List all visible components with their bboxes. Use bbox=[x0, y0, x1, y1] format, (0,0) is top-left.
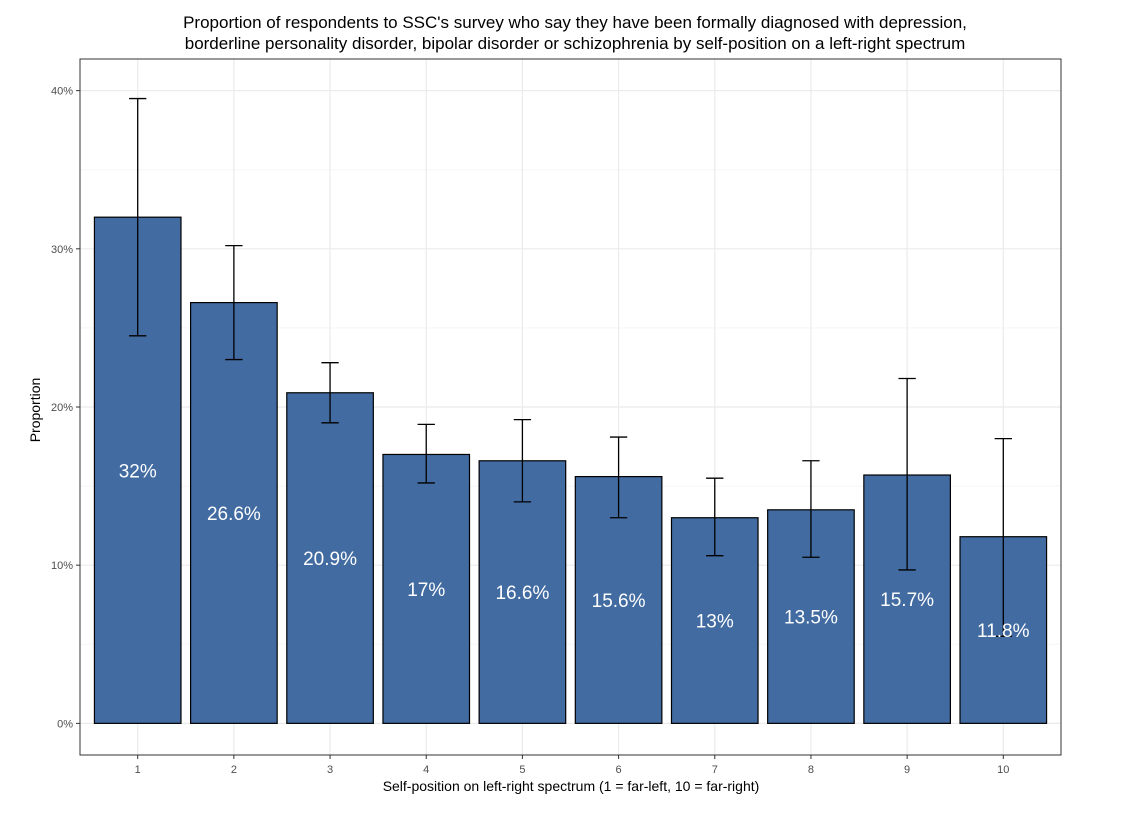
bar-value-labels: 32% 26.6% 20.9% 17% 16.6% 15.6% 13% 13.5% 15.7% 1… bbox=[119, 461, 1030, 642]
bar-value-label: 20.9% bbox=[303, 549, 357, 570]
x-tick-label: 4 bbox=[423, 764, 429, 776]
x-tick-label: 5 bbox=[519, 764, 525, 776]
bar-value-label: 13.5% bbox=[784, 608, 838, 629]
x-tick-label: 8 bbox=[808, 764, 814, 776]
bar bbox=[478, 460, 567, 724]
error-bar bbox=[513, 419, 532, 503]
y-tick-label: 10% bbox=[51, 560, 73, 572]
x-tick-label: 9 bbox=[904, 764, 910, 776]
bar-value-label: 13% bbox=[696, 612, 734, 633]
y-tick-label: 0% bbox=[57, 718, 73, 730]
bar bbox=[286, 392, 374, 724]
chart-title-line-1: Proportion of respondents to SSC's surve… bbox=[183, 13, 967, 32]
bar-value-label: 26.6% bbox=[207, 504, 261, 525]
error-bar bbox=[225, 245, 243, 361]
chart-title-line-2: borderline personality disorder, bipolar… bbox=[185, 34, 966, 53]
x-tick-label: 10 bbox=[997, 764, 1009, 776]
error-bar bbox=[609, 436, 628, 519]
x-tick-label: 7 bbox=[712, 764, 718, 776]
x-tick-label: 1 bbox=[135, 764, 141, 776]
x-axis: 1 2 3 4 5 6 7 8 9 10 bbox=[135, 755, 1009, 776]
y-tick-label: 20% bbox=[51, 402, 73, 414]
error-bars bbox=[129, 97, 1012, 638]
y-axis: 0% 10% 20% 30% 40% bbox=[51, 86, 80, 730]
error-bar bbox=[898, 377, 916, 571]
error-bar bbox=[129, 97, 147, 337]
bar bbox=[863, 474, 951, 724]
bar-value-label: 15.7% bbox=[880, 590, 934, 611]
bar-value-label: 16.6% bbox=[495, 583, 549, 604]
bar-value-label: 17% bbox=[407, 580, 445, 601]
bar-value-label: 32% bbox=[119, 461, 157, 482]
y-tick-label: 40% bbox=[51, 86, 73, 98]
x-tick-label: 6 bbox=[616, 764, 622, 776]
bar bbox=[190, 302, 278, 724]
y-tick-label: 30% bbox=[51, 244, 73, 256]
error-bar bbox=[706, 477, 724, 557]
error-bar bbox=[802, 460, 820, 558]
bar-value-label: 11.8% bbox=[977, 621, 1030, 642]
x-tick-label: 3 bbox=[327, 764, 333, 776]
x-axis-title: Self-position on left-right spectrum (1 … bbox=[383, 778, 760, 794]
error-bar bbox=[417, 423, 435, 484]
y-axis-title: Proportion bbox=[27, 378, 43, 443]
x-tick-label: 2 bbox=[231, 764, 237, 776]
error-bar bbox=[994, 437, 1012, 638]
error-bar bbox=[321, 362, 339, 424]
bar-value-label: 15.6% bbox=[592, 591, 646, 612]
